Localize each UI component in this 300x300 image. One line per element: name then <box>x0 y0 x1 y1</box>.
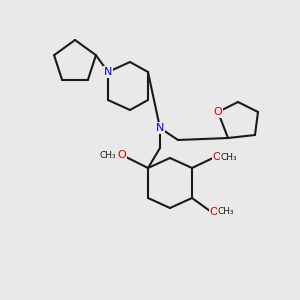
Text: O: O <box>213 152 221 162</box>
Text: CH₃: CH₃ <box>100 151 116 160</box>
Text: N: N <box>156 123 164 133</box>
Text: N: N <box>104 67 112 77</box>
Text: O: O <box>214 107 222 117</box>
Text: CH₃: CH₃ <box>221 152 237 161</box>
Text: O: O <box>210 207 218 217</box>
Text: O: O <box>118 150 126 160</box>
Text: CH₃: CH₃ <box>218 208 234 217</box>
